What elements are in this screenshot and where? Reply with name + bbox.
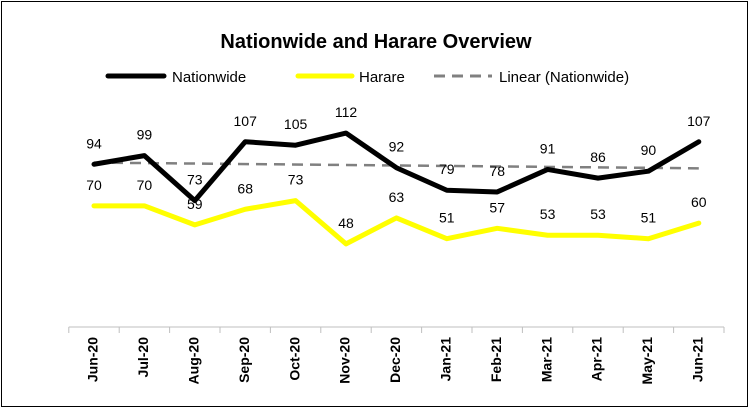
data-label-harare: 70 [86,177,102,193]
data-label-nationwide: 90 [641,142,657,158]
data-label-nationwide: 78 [489,163,505,179]
x-tick-label-oct-20: Oct-20 [286,337,302,381]
data-label-harare: 70 [137,177,153,193]
chart-title: Nationwide and Harare Overview [220,31,532,53]
x-tick-label-aug-20: Aug-20 [186,337,202,385]
data-label-harare: 59 [187,196,203,212]
data-label-harare: 57 [489,199,505,215]
x-tick-label-may-21: May-21 [639,337,655,385]
data-label-nationwide: 107 [234,113,258,129]
x-tick-label-nov-20: Nov-20 [337,337,353,384]
x-tick-label-jan-21: Jan-21 [438,337,454,382]
legend-label-trendline: Linear (Nationwide) [499,69,629,86]
data-label-nationwide: 99 [137,127,153,143]
data-label-harare: 48 [338,215,354,231]
x-tick-label-jul-20: Jul-20 [135,337,151,378]
data-label-nationwide: 79 [439,161,455,177]
data-label-harare: 53 [590,206,606,222]
data-label-nationwide: 105 [284,116,308,132]
data-label-harare: 73 [288,172,304,188]
data-label-nationwide: 107 [687,113,711,129]
data-label-nationwide: 73 [187,172,203,188]
legend-label-nationwide: Nationwide [172,69,246,86]
data-label-harare: 51 [641,210,657,226]
data-label-harare: 53 [540,206,556,222]
data-label-harare: 51 [439,210,455,226]
series-line-harare [91,198,702,247]
x-tick-label-dec-20: Dec-20 [387,337,403,383]
data-label-nationwide: 92 [389,139,405,155]
data-label-nationwide: 94 [86,135,102,151]
x-tick-label-feb-21: Feb-21 [488,337,504,382]
x-tick-label-jun-21: Jun-21 [690,337,706,382]
x-tick-label-mar-21: Mar-21 [538,337,554,382]
legend: Nationwide Harare Linear (Nationwide) [105,69,629,86]
trendline-nationwide [93,161,699,170]
x-tick-label-sep-20: Sep-20 [236,337,252,383]
data-label-harare: 63 [389,189,405,205]
x-tick-label-apr-21: Apr-21 [589,337,605,382]
data-label-nationwide: 91 [540,140,556,156]
data-label-nationwide: 112 [335,104,358,120]
series-line-nationwide [91,130,702,204]
data-label-harare: 60 [691,194,707,210]
plot-area: Jun-20 Jul-20 Aug-20 Sep-20 Oct-20 Nov-20 Dec-… [68,104,725,385]
x-tick-label-jun-20: Jun-20 [85,337,101,382]
legend-label-harare: Harare [359,69,405,86]
data-label-nationwide: 86 [590,149,606,165]
data-label-harare: 68 [237,180,253,196]
